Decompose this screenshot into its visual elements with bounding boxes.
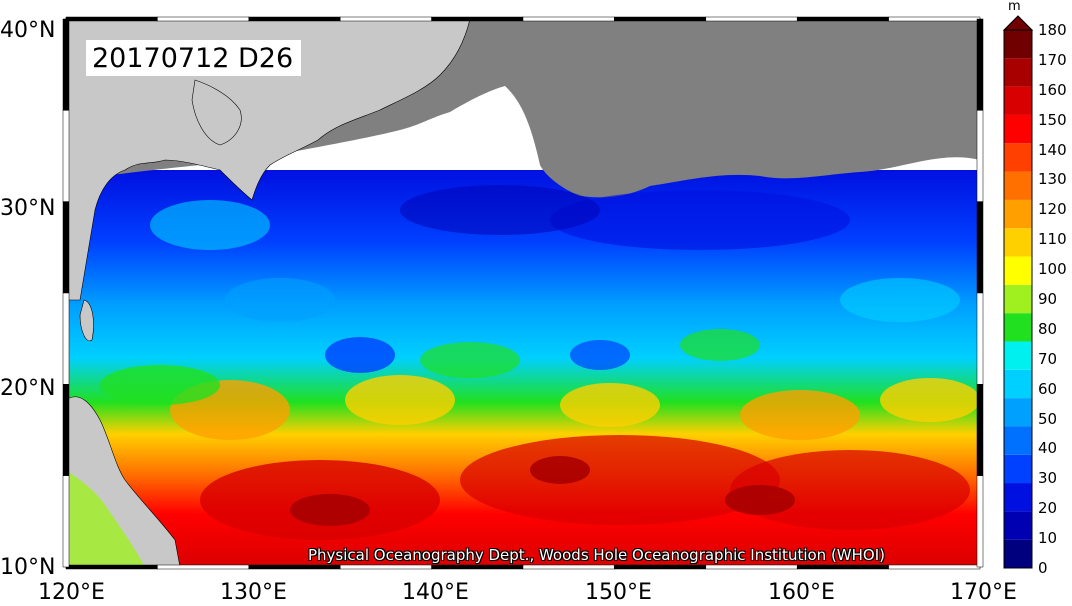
frame-segment (976, 292, 984, 385)
colorbar-tick-label: 70 (1038, 349, 1058, 368)
colorbar-tick-label: 20 (1038, 499, 1058, 518)
frame-segment (62, 18, 70, 111)
frame-segment (522, 16, 615, 22)
colorbar-swatch (1004, 483, 1032, 512)
x-tick-140e: 140°E (402, 580, 469, 605)
colorbar-tick-label: 90 (1038, 290, 1058, 308)
y-tick-30n: 30°N (0, 196, 56, 221)
frame-segment (976, 110, 984, 202)
colorbar-swatch (1004, 171, 1032, 200)
frame-segment (976, 475, 984, 568)
colorbar-tick-label: 0 (1038, 559, 1048, 577)
land-korea (191, 79, 242, 146)
colorbar (1002, 15, 1034, 569)
frame-segment (157, 16, 250, 22)
frame-segment (339, 16, 432, 22)
frame-segment (614, 16, 707, 22)
frame-segment (888, 564, 981, 570)
map-field (66, 19, 980, 567)
frame-segment (796, 564, 889, 570)
x-tick-170e: 170°E (950, 580, 1017, 605)
credit-text: Physical Oceanography Dept., Woods Hole … (308, 546, 885, 564)
colorbar-tick-label: 150 (1038, 110, 1067, 129)
coastal-shallow (66, 470, 145, 567)
x-tick-150e: 150°E (585, 580, 652, 605)
colorbar-tick-label: 40 (1038, 439, 1058, 458)
frame-segment (614, 564, 707, 570)
colorbar-swatch (1004, 313, 1032, 342)
frame-segment (65, 564, 158, 570)
colorbar-overflow-triangle (1002, 15, 1034, 31)
land-taiwan (79, 299, 94, 342)
frame-segment (339, 564, 432, 570)
frame-segment (976, 18, 984, 111)
colorbar-swatch (1004, 143, 1032, 172)
colorbar-swatch (1004, 398, 1032, 427)
y-tick-40n: 40°N (0, 18, 56, 43)
colorbar-outline (1003, 29, 1033, 569)
colorbar-tick-label: 60 (1038, 379, 1058, 398)
frame-segment (62, 110, 70, 202)
frame-segment (62, 292, 70, 385)
colorbar-swatch (1004, 86, 1032, 115)
colorbar-tick-label: 110 (1038, 230, 1067, 249)
frame-segment (888, 16, 981, 22)
colorbar-tick-label: 170 (1038, 50, 1067, 69)
frame-segment (705, 16, 798, 22)
frame-segment (976, 384, 984, 476)
x-tick-160e: 160°E (768, 580, 835, 605)
colorbar-swatch (1004, 114, 1032, 144)
colorbar-swatch (1004, 454, 1032, 484)
frame-segment (976, 201, 984, 294)
colorbar-tick-label: 180 (1038, 21, 1067, 39)
frame-scale-bars (62, 16, 984, 570)
colorbar-unit-label: m (1008, 0, 1021, 14)
map-title: 20170712 D26 (86, 40, 302, 76)
colorbar-swatch (1004, 539, 1032, 568)
colorbar-swatch (1004, 228, 1032, 257)
colorbar-swatch (1004, 58, 1032, 87)
frame-segment (62, 384, 70, 476)
frame-segment (157, 564, 250, 570)
colorbar-tick-label: 160 (1038, 80, 1067, 99)
colorbar-swatch (1004, 369, 1032, 399)
colorbar-swatch (1004, 30, 1032, 59)
colorbar-swatch (1004, 341, 1032, 370)
x-tick-130e: 130°E (220, 580, 287, 605)
x-tick-120e: 120°E (38, 580, 105, 605)
land-asia (66, 19, 471, 301)
colorbar-tick-label: 100 (1038, 260, 1067, 279)
frame-segment (65, 16, 158, 22)
colorbar-tick-label: 130 (1038, 170, 1067, 189)
frame-segment (248, 16, 341, 22)
frame-segment (796, 16, 889, 22)
frame-segment (62, 201, 70, 294)
colorbar-tick-label: 30 (1038, 469, 1058, 488)
frame-segment (62, 475, 70, 568)
y-tick-20n: 20°N (0, 376, 56, 401)
colorbar-swatch (1004, 426, 1032, 455)
colorbar-swatch (1004, 199, 1032, 229)
colorbar-swatch (1004, 284, 1032, 314)
colorbar-swatch (1004, 256, 1032, 285)
colorbar-tick-label: 10 (1038, 529, 1058, 548)
colorbar-tick-label: 140 (1038, 140, 1067, 159)
y-tick-10n: 10°N (0, 555, 56, 580)
frame-segment (431, 564, 524, 570)
colorbar-tick-label: 120 (1038, 200, 1067, 219)
frame-segment (431, 16, 524, 22)
colorbar-swatch (1004, 511, 1032, 540)
frame-segment (522, 564, 615, 570)
colorbar-tick-label: 50 (1038, 409, 1058, 428)
frame-segment (705, 564, 798, 570)
frame-segment (248, 564, 341, 570)
colorbar-tick-label: 80 (1038, 319, 1058, 338)
